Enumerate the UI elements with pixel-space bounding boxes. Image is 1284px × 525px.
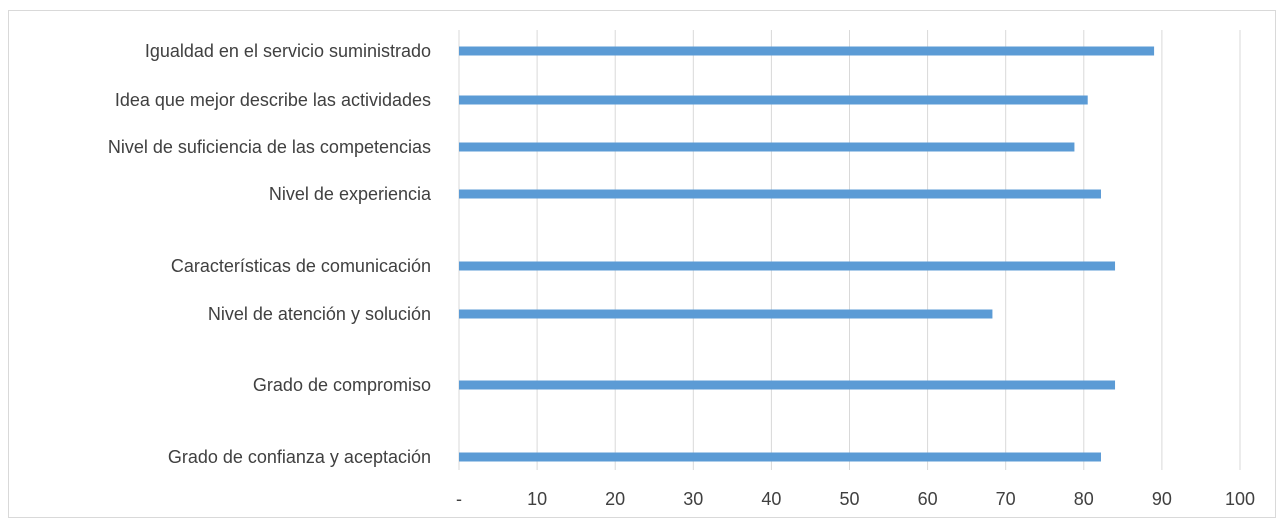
bar: [459, 46, 1155, 56]
bar: [459, 189, 1101, 199]
category-label: Nivel de experiencia: [269, 184, 432, 204]
bar: [459, 261, 1116, 271]
x-tick-label: 30: [683, 489, 703, 509]
x-axis-tick-labels: - 10 20 30 40 50 60 70 80 90 100: [456, 489, 1255, 509]
bar: [459, 452, 1101, 462]
x-tick-label: 10: [527, 489, 547, 509]
bar: [459, 309, 993, 319]
bar: [459, 95, 1088, 105]
category-label: Nivel de atención y solución: [208, 304, 431, 324]
x-tick-label: 70: [996, 489, 1016, 509]
category-label: Características de comunicación: [171, 256, 431, 276]
x-tick-label: 60: [918, 489, 938, 509]
category-label: Grado de confianza y aceptación: [168, 447, 431, 467]
category-label: Idea que mejor describe las actividades: [115, 90, 431, 110]
x-tick-label: 50: [839, 489, 859, 509]
bar: [459, 380, 1116, 390]
x-tick-label: 80: [1074, 489, 1094, 509]
category-labels: Igualdad en el servicio suministrado Idea…: [108, 41, 432, 467]
x-tick-label: -: [456, 489, 462, 509]
x-tick-label: 20: [605, 489, 625, 509]
category-label: Igualdad en el servicio suministrado: [145, 41, 431, 61]
category-label: Grado de compromiso: [253, 375, 431, 395]
bars: [459, 46, 1155, 462]
x-tick-label: 100: [1225, 489, 1255, 509]
x-tick-label: 90: [1152, 489, 1172, 509]
x-tick-label: 40: [761, 489, 781, 509]
bar: [459, 142, 1075, 152]
category-label: Nivel de suficiencia de las competencias: [108, 137, 431, 157]
